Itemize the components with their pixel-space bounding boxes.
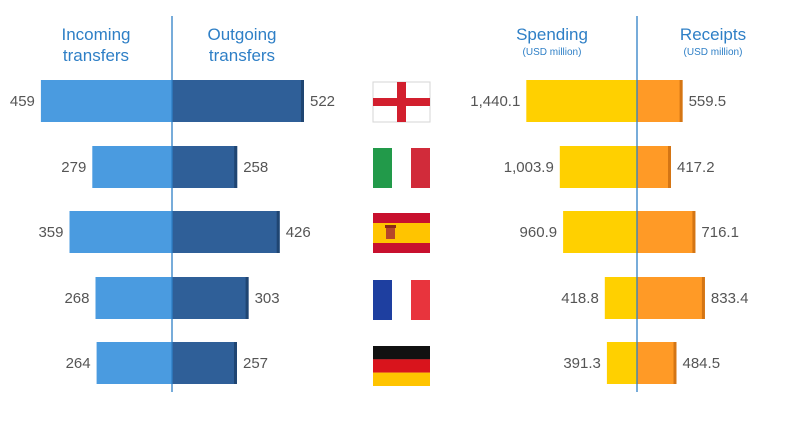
- spending-subheader: (USD million): [523, 47, 582, 58]
- outgoing-bar-edge-france: [245, 277, 249, 319]
- incoming-label-england: 459: [10, 93, 35, 110]
- incoming-bar-germany: [96, 342, 172, 384]
- receipts-label-france: 833.4: [711, 290, 749, 307]
- spending-bar-germany: [606, 342, 637, 384]
- spending-bar-england: [526, 80, 637, 122]
- outgoing-label-spain: 426: [286, 224, 311, 241]
- outgoing-bar-edge-england: [301, 80, 304, 122]
- outgoing-bar-edge-italy: [234, 146, 238, 188]
- outgoing-label-france: 303: [255, 290, 280, 307]
- receipts-bar-germany: [637, 342, 677, 384]
- outgoing-bar-france: [172, 277, 249, 319]
- outgoing-header-line2: transfers: [209, 46, 275, 65]
- outgoing-bar-italy: [172, 146, 238, 188]
- germany-flag-icon: [373, 346, 430, 386]
- incoming-bar-france: [95, 277, 172, 319]
- receipts-bar-england: [637, 80, 683, 122]
- outgoing-bar-edge-spain: [276, 211, 280, 253]
- receipts-bar-spain: [637, 211, 696, 253]
- incoming-label-spain: 359: [38, 224, 63, 241]
- receipts-label-spain: 716.1: [701, 224, 739, 241]
- receipts-bar-italy: [637, 146, 671, 188]
- outgoing-bar-edge-germany: [234, 342, 237, 384]
- spain-flag-icon: [373, 213, 430, 253]
- spending-bar-italy: [559, 146, 637, 188]
- incoming-bar-spain: [69, 211, 172, 253]
- incoming-label-france: 268: [64, 290, 89, 307]
- incoming-bar-england: [40, 80, 173, 122]
- spending-label-england: 1,440.1: [470, 93, 520, 110]
- spending-label-france: 418.8: [561, 290, 599, 307]
- receipts-bar-edge-germany: [673, 342, 677, 384]
- receipts-bar-edge-france: [701, 277, 705, 319]
- receipts-label-germany: 484.5: [683, 355, 721, 372]
- outgoing-bar-germany: [172, 342, 237, 384]
- receipts-label-italy: 417.2: [677, 159, 715, 176]
- outgoing-label-england: 522: [310, 93, 335, 110]
- incoming-bar-italy: [92, 146, 172, 188]
- receipts-bar-edge-italy: [668, 146, 671, 188]
- receipts-bar-edge-england: [679, 80, 683, 122]
- spending-label-spain: 960.9: [520, 224, 558, 241]
- spending-header: Spending: [516, 25, 588, 44]
- spending-bar-france: [604, 277, 637, 319]
- receipts-bar-edge-spain: [692, 211, 696, 253]
- incoming-header-line1: Incoming: [62, 25, 131, 44]
- receipts-header: Receipts: [680, 25, 746, 44]
- spending-label-germany: 391.3: [563, 355, 601, 372]
- england-flag-icon: [372, 81, 431, 123]
- spending-bar-spain: [563, 211, 637, 253]
- outgoing-label-germany: 257: [243, 355, 268, 372]
- receipts-label-england: 559.5: [689, 93, 727, 110]
- incoming-label-germany: 264: [66, 355, 91, 372]
- outgoing-header-line1: Outgoing: [208, 25, 277, 44]
- incoming-label-italy: 279: [61, 159, 86, 176]
- france-flag-icon: [373, 280, 430, 320]
- receipts-bar-france: [637, 277, 705, 319]
- receipts-subheader: (USD million): [684, 47, 743, 58]
- outgoing-bar-england: [172, 80, 304, 122]
- italy-flag-icon: [373, 148, 430, 188]
- incoming-header-line2: transfers: [63, 46, 129, 65]
- outgoing-bar-spain: [172, 211, 280, 253]
- outgoing-label-italy: 258: [243, 159, 268, 176]
- spending-label-italy: 1,003.9: [504, 159, 554, 176]
